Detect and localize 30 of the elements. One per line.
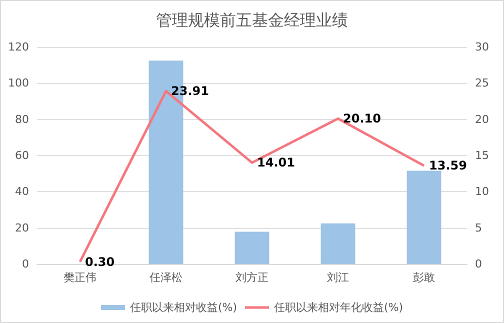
data-label: 14.01 [257, 156, 295, 170]
legend-label: 任职以来相对收益(%) [128, 301, 238, 314]
x-tick-label: 樊正伟 [64, 271, 96, 284]
data-label: 0.30 [85, 254, 115, 269]
bar [406, 170, 442, 264]
y-tick-label: 40 [15, 185, 29, 198]
x-tick-label: 刘江 [327, 271, 349, 284]
data-label: 13.59 [429, 158, 467, 173]
y2-tick-label: 10 [475, 185, 489, 198]
data-label: 23.91 [171, 84, 209, 98]
y-tick-label: 80 [15, 112, 29, 126]
y2-tick-label: 20 [475, 112, 489, 126]
y-tick-label: 120 [8, 40, 29, 54]
y2-tick-label: 15 [475, 149, 489, 162]
bar [234, 232, 270, 264]
y-tick-label: 100 [8, 76, 29, 90]
x-tick-label: 刘方正 [236, 271, 268, 284]
data-label: 20.10 [343, 112, 381, 126]
chart-title: 管理规模前五基金经理业绩 [156, 10, 348, 30]
x-tick-label: 彭敢 [413, 271, 435, 284]
legend-label: 任职以来相对年化收益(%) [273, 301, 404, 314]
x-tick-label: 任泽松 [148, 271, 182, 284]
y2-tick-label: 25 [475, 76, 489, 90]
y-tick-label: 0 [22, 258, 29, 270]
y2-tick-label: 0 [475, 258, 482, 270]
bar [320, 223, 356, 264]
y2-tick-label: 30 [475, 40, 489, 54]
y-tick-label: 60 [15, 149, 29, 162]
y-tick-label: 20 [15, 221, 29, 234]
y2-tick-label: 5 [475, 221, 482, 234]
